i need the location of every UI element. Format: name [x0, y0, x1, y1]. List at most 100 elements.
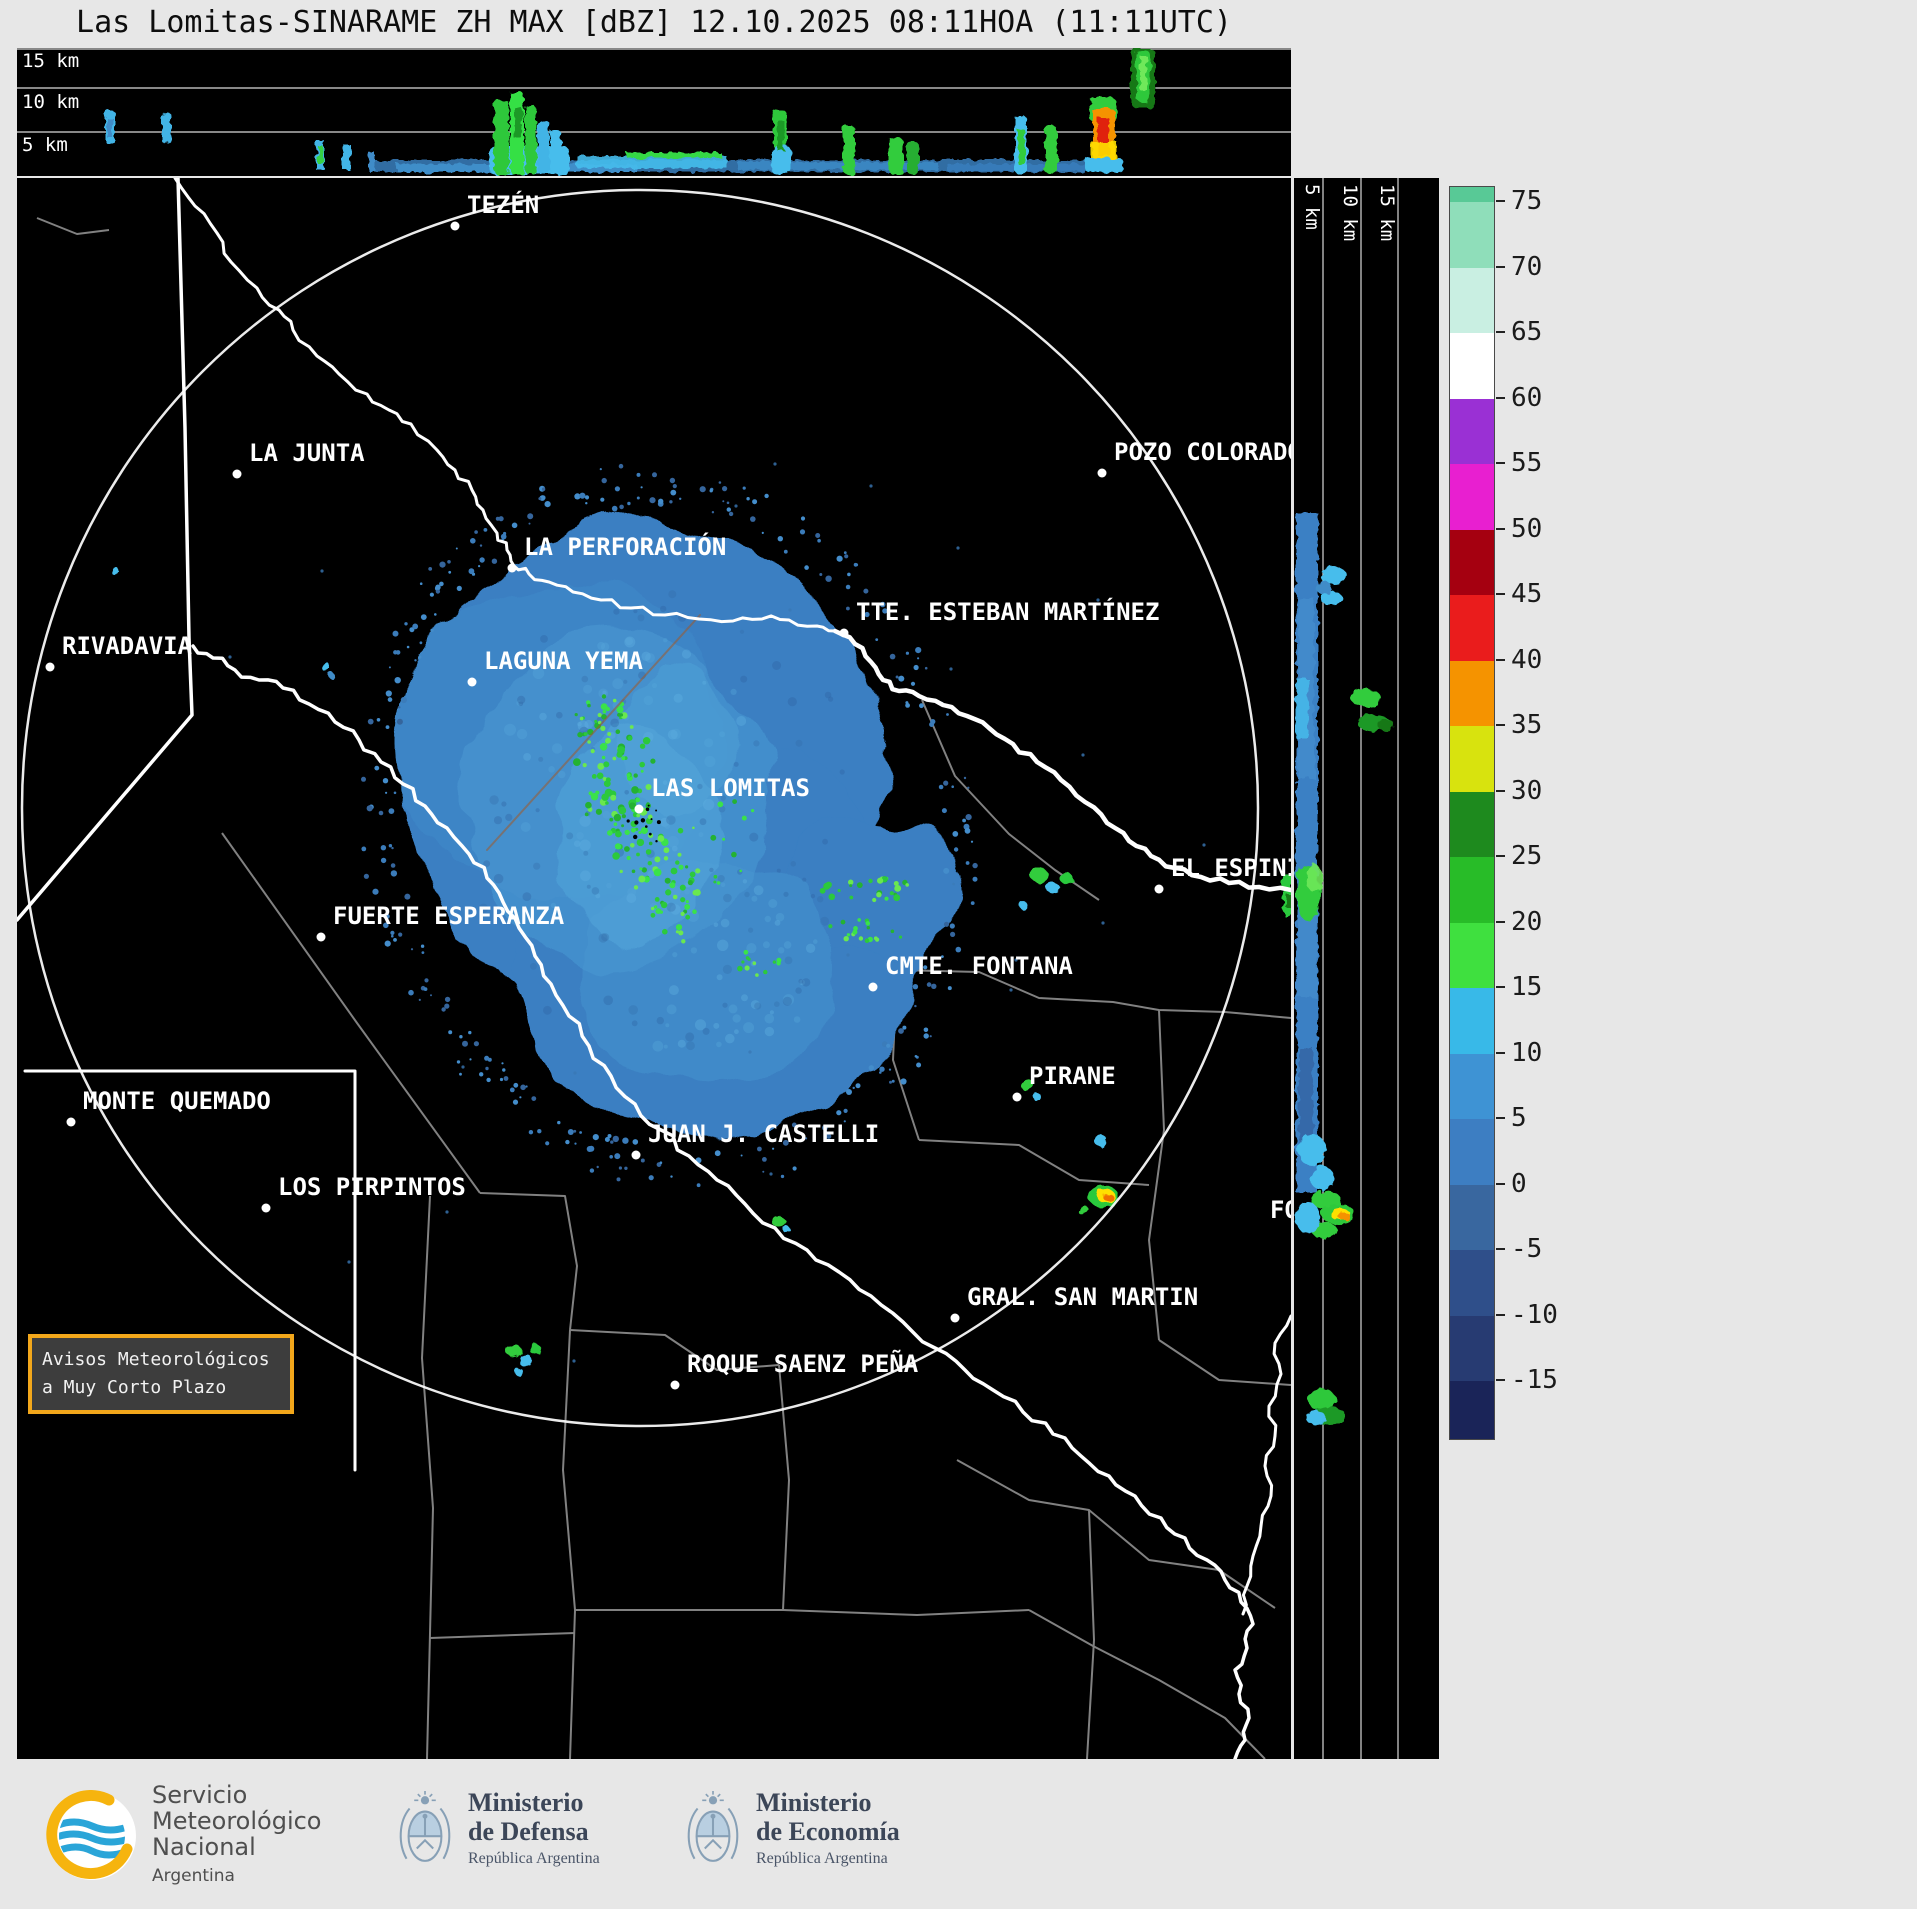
defensa-crest-icon [398, 1789, 452, 1867]
colorbar-segment [1450, 398, 1494, 464]
city-dot [467, 677, 477, 687]
colorbar-segment [1450, 267, 1494, 333]
colorbar-tick-label: -10 [1511, 1299, 1558, 1330]
radar-echo-speckles [228, 462, 1206, 1363]
radar-map-panel: TEZÉN LA JUNTA POZO COLORADO LA PERFORACIÓN… [15, 176, 1372, 1761]
right-echo-band [1296, 513, 1318, 1193]
colorbar-tick-label: 25 [1511, 841, 1543, 871]
colorbar-tick [1496, 1051, 1505, 1054]
radar-map-plot: TEZÉN LA JUNTA POZO COLORADO LA PERFORACIÓN… [15, 176, 1372, 1761]
defensa-logo-block: Ministerio de Defensa República Argentin… [398, 1788, 600, 1868]
colorbar-segment [1450, 333, 1494, 399]
boundary-line [569, 1329, 780, 1371]
colorbar-segment [1450, 922, 1494, 988]
warning-line-1: Avisos Meteorológicos [42, 1349, 270, 1370]
city-label: TEZÉN [467, 190, 539, 219]
right-cross-section-plot [1296, 178, 1399, 1759]
colorbar-tick [1496, 1248, 1505, 1250]
city-label: MONTE QUEMADO [83, 1087, 271, 1115]
province-border-river [832, 628, 1294, 893]
colorbar-tick-label: 15 [1511, 972, 1543, 1002]
city-dot [950, 1313, 960, 1323]
defensa-name-line-1: Ministerio [468, 1788, 584, 1817]
colorbar-segment [1450, 595, 1494, 661]
department-boundaries [36, 217, 1292, 1760]
city-label: LOS PIRPINTOS [278, 1173, 466, 1201]
colorbar-tick [1496, 789, 1505, 792]
colorbar-tick-label: 40 [1511, 644, 1543, 675]
economia-name-line-2: de Economía [756, 1817, 900, 1846]
colorbar-segment [1450, 1250, 1494, 1316]
smn-line-3: Nacional [152, 1833, 256, 1861]
isolated-echoes [111, 567, 1291, 1376]
right-echo-cells [1296, 567, 1394, 1425]
boundary-line [778, 1364, 790, 1611]
colorbar-tick [1496, 920, 1505, 923]
colorbar-tick [1496, 593, 1505, 595]
city-label: RIVADAVIA [62, 632, 193, 660]
city-dot [634, 804, 644, 814]
city-markers: TEZÉN LA JUNTA POZO COLORADO LA PERFORACIÓN… [45, 190, 1372, 1390]
boundary-line [956, 1459, 1276, 1609]
city-label: FUERTE ESPERANZA [333, 902, 565, 930]
colorbar-tick [1496, 1379, 1505, 1381]
boundary-line [1148, 1009, 1165, 1341]
colorbar-segment [1450, 529, 1494, 595]
city-label: LA PERFORACIÓN [524, 531, 726, 561]
radar-range-ring [20, 188, 1260, 1428]
smn-logo-block: Servicio Meteorológico Nacional Argentin… [46, 1782, 322, 1889]
altitude-label-5km: 5 km [1301, 184, 1323, 230]
colorbar-tick [1496, 658, 1505, 661]
warning-line-2: a Muy Corto Plazo [42, 1377, 227, 1398]
smn-line-2: Meteorológico [152, 1807, 322, 1835]
colorbar-segment [1450, 1315, 1494, 1381]
city-dot [1012, 1092, 1022, 1102]
right-cross-section-panel: 5 km 10 km 15 km [1294, 178, 1439, 1759]
province-border-west [15, 176, 194, 922]
colorbar-tick-label: -5 [1511, 1234, 1543, 1264]
route-line [486, 614, 701, 851]
province-border-southwest [23, 1069, 357, 1472]
colorbar-tick [1496, 331, 1505, 333]
colorbar-tick [1496, 462, 1505, 464]
altitude-label-15km: 15 km [1376, 184, 1398, 242]
colorbar-tick-label: 30 [1511, 775, 1543, 806]
rivers-and-borders [15, 176, 1294, 1761]
colorbar-segments [1449, 186, 1495, 1440]
colorbar-tick-label: -15 [1511, 1365, 1558, 1395]
boundary-line [1028, 1609, 1266, 1760]
city-dot [839, 628, 849, 638]
footer: Servicio Meteorológico Nacional Argentin… [0, 1764, 1917, 1909]
boundary-line [1086, 1509, 1095, 1760]
colorbar-tick-label: 55 [1511, 448, 1543, 478]
city-label: CMTE. FONTANA [885, 952, 1073, 980]
colorbar-tick [1496, 855, 1505, 857]
colorbar-tick-label: 70 [1511, 251, 1543, 282]
colorbar-tick-label: 60 [1511, 382, 1543, 413]
colorbar-segment [1450, 202, 1494, 268]
city-label: JUAN J. CASTELLI [648, 1120, 879, 1148]
colorbar-tick-label: 75 [1511, 186, 1543, 216]
boundary-line [421, 1195, 434, 1760]
altitude-label-10km: 10 km [1339, 184, 1361, 242]
colorbar-tick [1496, 1117, 1505, 1119]
colorbar-tick-label: 20 [1511, 906, 1543, 937]
city-label: LAGUNA YEMA [484, 647, 643, 675]
colorbar-segment [1450, 1184, 1494, 1250]
colorbar-tick-label: 10 [1511, 1037, 1543, 1068]
city-label: TTE. ESTEBAN MARTÍNEZ [856, 597, 1159, 626]
colorbar-tick [1496, 986, 1505, 988]
colorbar-tick [1496, 724, 1505, 726]
boundary-line [429, 1632, 576, 1639]
boundary-line [1158, 1339, 1292, 1386]
colorbar-segment [1450, 791, 1494, 857]
defensa-subtitle: República Argentina [468, 1850, 600, 1867]
colorbar-segment [1450, 464, 1494, 530]
economia-logo-block: Ministerio de Economía República Argenti… [686, 1788, 900, 1868]
city-label: FORMOSA [1270, 1196, 1291, 1224]
city-dot [232, 469, 242, 479]
colorbar-tick [1496, 200, 1505, 202]
boundary-line [36, 217, 110, 235]
colorbar-segment [1450, 857, 1494, 923]
city-label: POZO COLORADO [1114, 438, 1291, 466]
